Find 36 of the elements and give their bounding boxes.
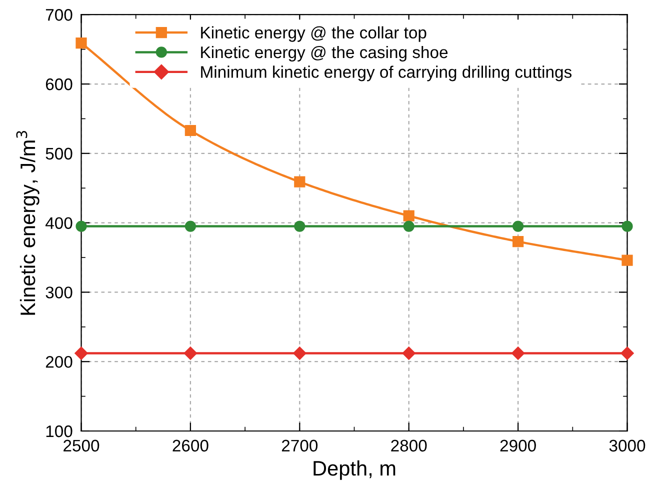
- point: [76, 38, 87, 49]
- y-tick-label: 400: [45, 217, 72, 230]
- y-tick-label: 100: [46, 425, 72, 438]
- legend-label: Minimum kinetic energy of carrying drilling cuttings: [201, 66, 572, 82]
- point: [76, 220, 87, 232]
- point: [622, 220, 633, 232]
- x-tick-label: 2700: [282, 440, 318, 452]
- point: [184, 220, 196, 232]
- point: [622, 254, 633, 266]
- point: [620, 346, 634, 360]
- point: [402, 346, 416, 360]
- x-axis-title: Depth, m: [314, 460, 396, 480]
- y-tick-label: 500: [46, 148, 72, 160]
- legend-label: Kinetic energy @ the collar top: [201, 26, 426, 42]
- point: [294, 220, 306, 232]
- point: [403, 220, 414, 232]
- y-axis-title: Kinetic energy, J/m$^{3}$: [16, 130, 40, 315]
- x-tick-label: 2900: [500, 440, 536, 452]
- point: [184, 124, 196, 136]
- point: [74, 346, 88, 360]
- point: [293, 346, 306, 360]
- point: [294, 176, 306, 188]
- x-tick-label: 2600: [172, 440, 208, 452]
- point: [512, 220, 524, 232]
- y-tick-label: 200: [46, 356, 72, 368]
- point: [511, 346, 525, 360]
- y-tick-label: 700: [46, 9, 72, 21]
- y-tick-label: 600: [46, 78, 72, 90]
- y-tick-label: 300: [46, 286, 72, 298]
- x-tick-label: 3000: [609, 440, 646, 452]
- point: [403, 210, 414, 222]
- x-tick-label: 2800: [391, 440, 427, 452]
- x-tick-label: 2500: [64, 440, 100, 452]
- point: [184, 346, 198, 360]
- legend-label: Kinetic energy @ the casing shoe: [201, 46, 448, 62]
- point: [512, 236, 524, 248]
